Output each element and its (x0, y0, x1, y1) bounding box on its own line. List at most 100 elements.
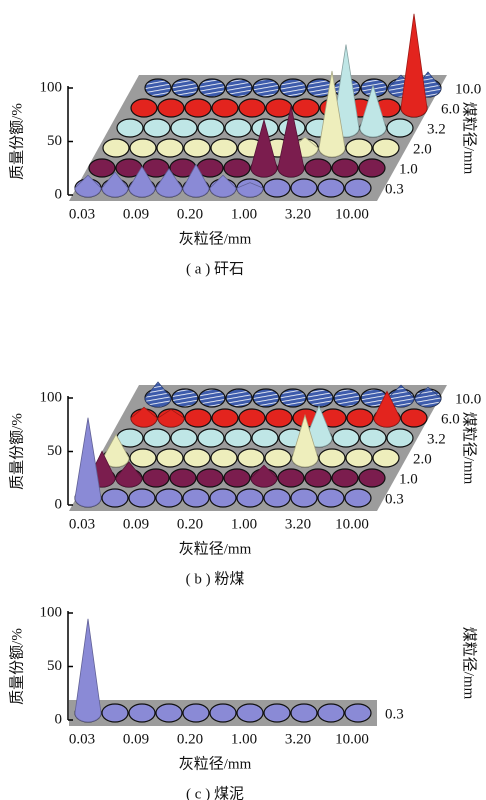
cone (290, 488, 318, 508)
cone-base (224, 428, 252, 448)
cone (143, 118, 171, 138)
cone (170, 118, 198, 138)
cone-body (250, 464, 278, 488)
x-tick-label: 10.00 (335, 206, 369, 222)
cone-base (183, 448, 211, 468)
cone (101, 703, 129, 723)
cone-base (345, 448, 373, 468)
cone (156, 448, 184, 468)
cone-base (156, 448, 184, 468)
cone (358, 158, 386, 178)
row-label: 10.0 (455, 81, 481, 97)
cone-base (264, 448, 292, 468)
cone-base (223, 468, 251, 488)
row-label: 2.0 (413, 141, 432, 157)
cone-base (210, 138, 238, 158)
cone-base (236, 703, 264, 723)
y-axis-label: 质量份额/% (8, 103, 25, 180)
cone-base (209, 703, 237, 723)
cone (157, 408, 185, 428)
cone-base (156, 138, 184, 158)
cone (333, 388, 361, 408)
cone-base (318, 448, 346, 468)
cone-base (279, 388, 307, 408)
cone (197, 428, 225, 448)
cone (317, 703, 345, 723)
cone (129, 448, 157, 468)
cone (344, 703, 372, 723)
cone (237, 448, 265, 468)
cone-base (128, 488, 156, 508)
cone (211, 98, 239, 118)
cone (279, 388, 307, 408)
cone-base (184, 408, 212, 428)
cone (74, 174, 102, 198)
cone-body (318, 70, 346, 158)
cone-base (169, 468, 197, 488)
cone-base (331, 468, 359, 488)
row-label: 1.0 (399, 161, 418, 177)
cone-base (171, 388, 199, 408)
cone-base (331, 158, 359, 178)
cone-base (252, 388, 280, 408)
cone-body (236, 182, 264, 198)
cone (304, 158, 332, 178)
x-tick-label: 1.00 (231, 731, 257, 747)
cone (263, 178, 291, 198)
cone (171, 388, 199, 408)
cone-base (223, 158, 251, 178)
cone-base (209, 488, 237, 508)
cone-base (251, 428, 279, 448)
x-tick-label: 0.09 (123, 206, 149, 222)
cone (263, 488, 291, 508)
cone (250, 464, 278, 488)
cone-base (265, 408, 293, 428)
cone (128, 488, 156, 508)
x-tick-label: 3.20 (285, 516, 311, 532)
cone (331, 468, 359, 488)
cone-base (197, 428, 225, 448)
cone-body (373, 390, 401, 428)
cone-base (225, 388, 253, 408)
cone-base (252, 78, 280, 98)
cone-base (143, 428, 171, 448)
x-tick-label: 10.00 (335, 516, 369, 532)
cone-base (182, 703, 210, 723)
cone (224, 118, 252, 138)
cone-base (157, 98, 185, 118)
cone (210, 448, 238, 468)
cone (236, 488, 264, 508)
cone-body (182, 163, 210, 198)
cone (236, 178, 264, 198)
x-tick-label: 0.09 (123, 731, 149, 747)
cone (155, 168, 183, 198)
cone (74, 618, 102, 723)
x-tick-label: 0.20 (177, 731, 203, 747)
cone (209, 488, 237, 508)
cone (290, 703, 318, 723)
cone-base (211, 98, 239, 118)
cone-base (182, 488, 210, 508)
y-tick-label: 50 (47, 658, 62, 674)
cone-base (101, 488, 129, 508)
cone (223, 158, 251, 178)
cone-base (358, 158, 386, 178)
cone-body (157, 408, 185, 428)
cone-base (346, 408, 374, 428)
cone (372, 448, 400, 468)
cone (251, 428, 279, 448)
cone (250, 118, 278, 178)
cone (277, 105, 305, 178)
cone-base (304, 158, 332, 178)
cone-base (277, 468, 305, 488)
cone (292, 98, 320, 118)
cone (88, 158, 116, 178)
cone (359, 83, 387, 138)
cone (277, 468, 305, 488)
cone-base (155, 488, 183, 508)
cone-base (142, 468, 170, 488)
cone (129, 138, 157, 158)
cone (318, 448, 346, 468)
cone-base (344, 178, 372, 198)
cone-base (290, 178, 318, 198)
